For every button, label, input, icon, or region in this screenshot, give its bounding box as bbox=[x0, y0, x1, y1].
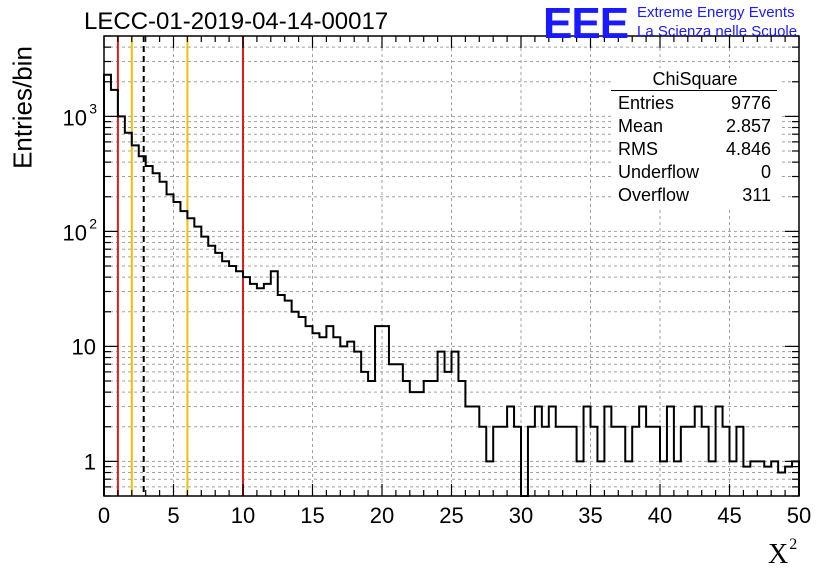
stats-value: 311 bbox=[742, 185, 771, 205]
x-tick-label: 30 bbox=[509, 503, 533, 528]
stats-value: 0 bbox=[760, 162, 771, 182]
stats-row: RMS 4.846 bbox=[611, 138, 779, 161]
x-tick-label: 20 bbox=[370, 503, 394, 528]
chart-title: LECC-01-2019-04-14-00017 bbox=[84, 8, 389, 35]
y-tick-label-exponent: 3 bbox=[89, 100, 97, 116]
y-axis-label: Entries/bin bbox=[7, 46, 38, 169]
histogram-line bbox=[103, 73, 800, 497]
stats-value: 4.846 bbox=[725, 139, 771, 159]
eee-logo: EEE bbox=[543, 0, 629, 48]
grid bbox=[104, 36, 799, 496]
x-tick-label: 15 bbox=[300, 503, 324, 528]
logo-line-2: La Scienza nelle Scuole bbox=[637, 23, 798, 40]
x-axis-label-exponent: 2 bbox=[789, 536, 798, 553]
stats-value: 2.857 bbox=[725, 116, 771, 136]
stats-row: Underflow 0 bbox=[611, 161, 779, 184]
stats-value: 9776 bbox=[730, 93, 771, 113]
stats-label: Overflow bbox=[618, 185, 690, 205]
stats-title: ChiSquare bbox=[652, 69, 738, 89]
y-tick-label-exponent: 2 bbox=[89, 215, 97, 231]
y-tick-label: 10 bbox=[63, 105, 87, 130]
stats-box: ChiSquare Entries 9776 Mean 2.857 RMS 4.846 Un… bbox=[611, 68, 779, 207]
y-tick-label: 10 bbox=[72, 334, 96, 359]
axis-ticks bbox=[103, 35, 800, 497]
x-tick-label: 5 bbox=[167, 503, 179, 528]
stats-separator bbox=[611, 90, 777, 91]
logo-line-1: Extreme Energy Events bbox=[637, 4, 795, 21]
x-tick-label: 50 bbox=[787, 503, 811, 528]
x-tick-label: 25 bbox=[439, 503, 463, 528]
x-axis-label: X2 bbox=[768, 536, 797, 571]
x-tick-label: 10 bbox=[231, 503, 255, 528]
x-tick-label: 0 bbox=[98, 503, 110, 528]
logo-text: Extreme Energy Events La Scienza nelle S… bbox=[637, 3, 797, 41]
y-tick-label: 1 bbox=[84, 449, 96, 474]
stats-label: Underflow bbox=[618, 162, 700, 182]
stats-label: RMS bbox=[618, 139, 658, 159]
y-tick-label: 10 bbox=[63, 220, 87, 245]
x-axis-label-base: X bbox=[768, 539, 789, 570]
stats-row: Entries 9776 bbox=[611, 92, 779, 115]
stats-row: Mean 2.857 bbox=[611, 115, 779, 138]
x-tick-label: 45 bbox=[717, 503, 741, 528]
stats-label: Entries bbox=[618, 93, 675, 113]
x-tick-label: 35 bbox=[578, 503, 602, 528]
x-tick-label: 40 bbox=[648, 503, 672, 528]
stats-label: Mean bbox=[618, 116, 664, 136]
stats-row: Overflow 311 bbox=[611, 184, 779, 207]
